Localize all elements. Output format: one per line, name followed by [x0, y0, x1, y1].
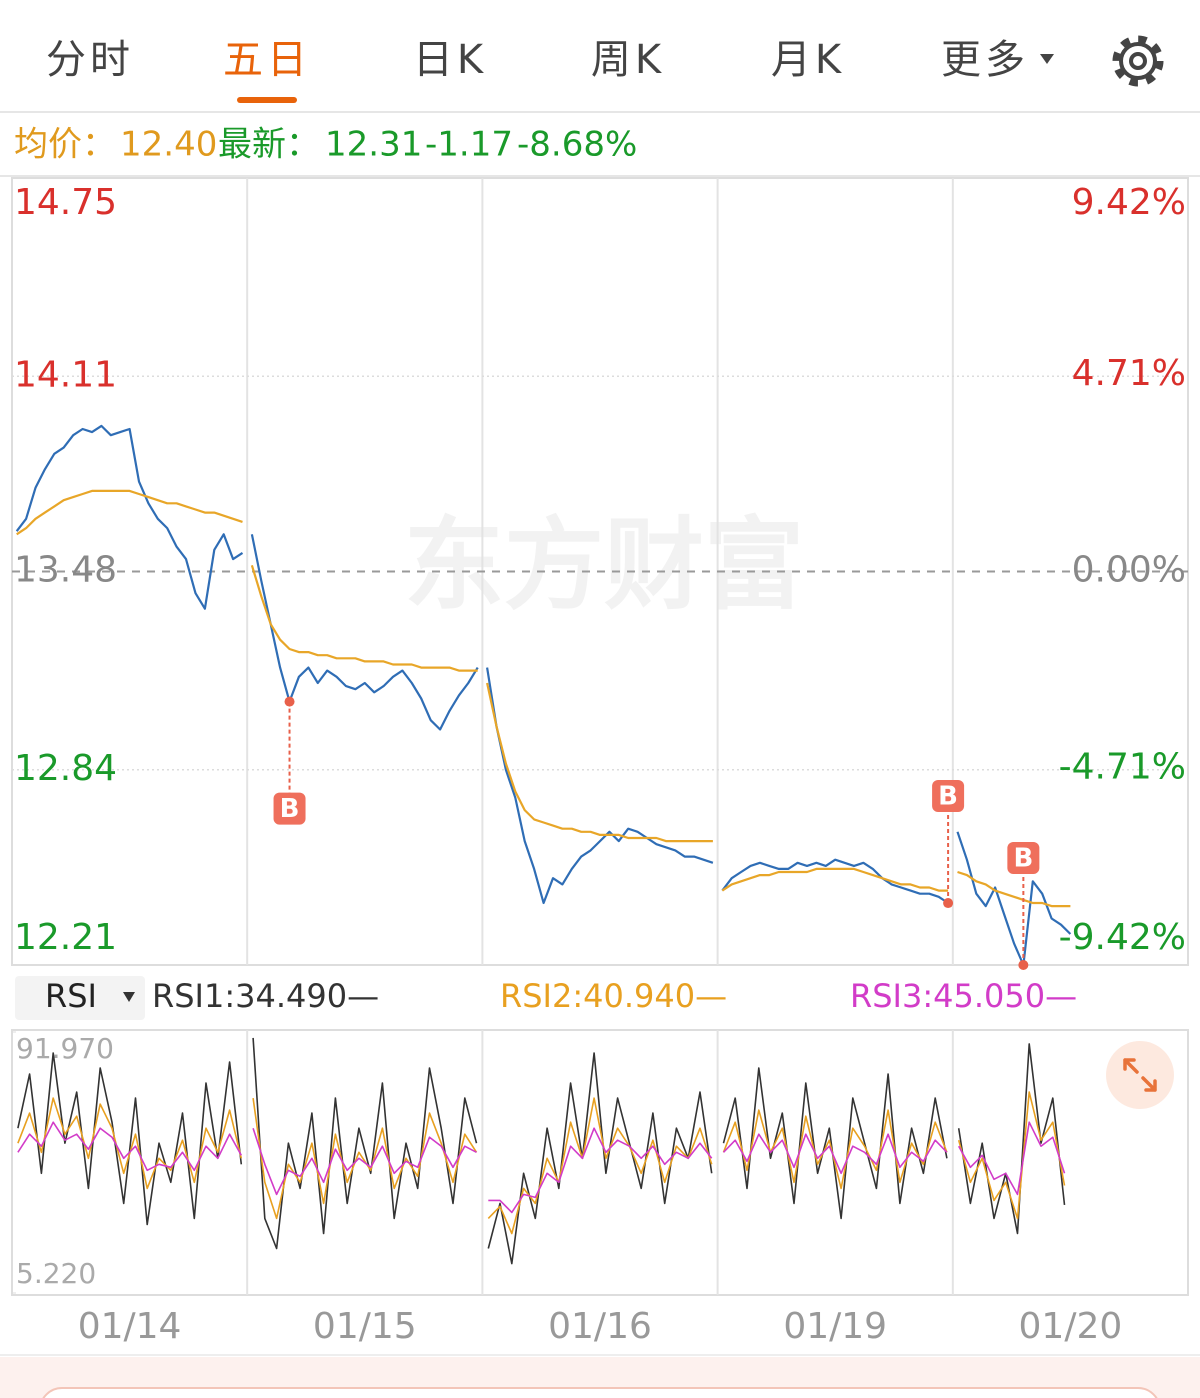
- legend-entry: RSI2:40.940—: [500, 977, 727, 1015]
- x-tick-label: 01/16: [548, 1306, 652, 1347]
- legend-entry: RSI1:34.490—: [152, 977, 379, 1015]
- series-line: [722, 1109, 948, 1190]
- quote-change: -1.17: [425, 125, 513, 165]
- series-line: [17, 1121, 242, 1172]
- series-line: [956, 831, 1072, 967]
- tab-indicator: [237, 97, 297, 103]
- quote-last: 12.31: [325, 125, 422, 165]
- x-tick-label: 01/19: [783, 1306, 887, 1347]
- tab[interactable]: 周K: [591, 37, 665, 83]
- series-line: [721, 867, 949, 892]
- expand-arrows: [1123, 1058, 1157, 1092]
- y-tick-label: 14.75: [14, 182, 117, 223]
- series-line: [488, 1127, 713, 1214]
- settings-icon[interactable]: [1112, 35, 1164, 87]
- y2-tick-label: -4.71%: [1059, 746, 1186, 787]
- watermark: 东方财富: [404, 506, 804, 623]
- legend-entry: RSI3:45.050—: [850, 977, 1077, 1015]
- tab[interactable]: 五日: [223, 37, 311, 83]
- series-line: [252, 1127, 477, 1196]
- series-line: [486, 682, 713, 843]
- series-line: [957, 870, 1071, 908]
- bottom-input[interactable]: [40, 1387, 1160, 1398]
- select-arrow: [123, 992, 135, 1002]
- signal-label: B: [1013, 844, 1033, 874]
- quote-last-label: 最新：: [218, 125, 320, 165]
- gear-ring: [1119, 42, 1157, 80]
- rsi-frame: [11, 1029, 1189, 1296]
- tab[interactable]: 分时: [46, 37, 134, 83]
- quote-avg: 12.40: [120, 125, 217, 165]
- series-line: [958, 1121, 1066, 1196]
- signal-label: B: [280, 794, 300, 824]
- expand-bg: [1106, 1041, 1174, 1109]
- series-line: [250, 564, 478, 672]
- signal-badge: [273, 792, 306, 825]
- series-line: [957, 1091, 1066, 1220]
- y2-tick-label: 9.42%: [1072, 182, 1186, 223]
- y-tick-label: 13.48: [14, 550, 117, 591]
- y2-tick-label: -9.42%: [1059, 917, 1186, 958]
- x-tick-label: 01/15: [313, 1306, 417, 1347]
- y-tick-label: 5.220: [16, 1257, 96, 1290]
- y-tick-label: 91.970: [16, 1032, 114, 1065]
- series-line: [16, 489, 243, 536]
- y2-tick-label: 4.71%: [1072, 353, 1186, 394]
- signal-point: [943, 898, 954, 909]
- y2-tick-label: 0.00%: [1072, 550, 1186, 591]
- gear-teeth: [1112, 35, 1164, 87]
- x-tick-label: 01/14: [78, 1306, 182, 1347]
- series-line: [487, 1052, 713, 1265]
- series-line: [17, 1052, 243, 1226]
- y-tick-label: 12.84: [14, 748, 117, 789]
- signal-badge: [932, 780, 965, 813]
- series-line: [487, 1097, 713, 1235]
- series-line: [252, 1097, 478, 1220]
- quote-change-pct: -8.68%: [517, 125, 637, 165]
- signal-point: [284, 696, 295, 707]
- series-line: [722, 1067, 948, 1220]
- series-line: [722, 1133, 948, 1175]
- expand-button[interactable]: [1106, 1041, 1174, 1109]
- y-tick-label: 14.11: [14, 354, 117, 395]
- tab[interactable]: 更多: [941, 37, 1029, 83]
- series-line: [17, 1097, 243, 1190]
- y-tick-label: 12.21: [14, 917, 117, 958]
- tab[interactable]: 日K: [413, 37, 487, 83]
- indicator-name: RSI: [45, 977, 97, 1015]
- tab[interactable]: 月K: [771, 37, 845, 83]
- series-line: [957, 1043, 1066, 1235]
- signal-badge: [1007, 842, 1040, 874]
- signal-label: B: [938, 782, 958, 812]
- series-line: [486, 667, 714, 905]
- x-tick-label: 01/20: [1019, 1306, 1123, 1347]
- quote-avg-label: 均价：: [14, 125, 116, 165]
- signal-point: [1018, 960, 1029, 970]
- gear-hole: [1129, 52, 1147, 70]
- series-line: [15, 424, 244, 610]
- series-line: [252, 1037, 478, 1250]
- dropdown-arrow: [1040, 54, 1054, 64]
- series-line: [721, 858, 949, 904]
- indicator-select[interactable]: [15, 976, 145, 1020]
